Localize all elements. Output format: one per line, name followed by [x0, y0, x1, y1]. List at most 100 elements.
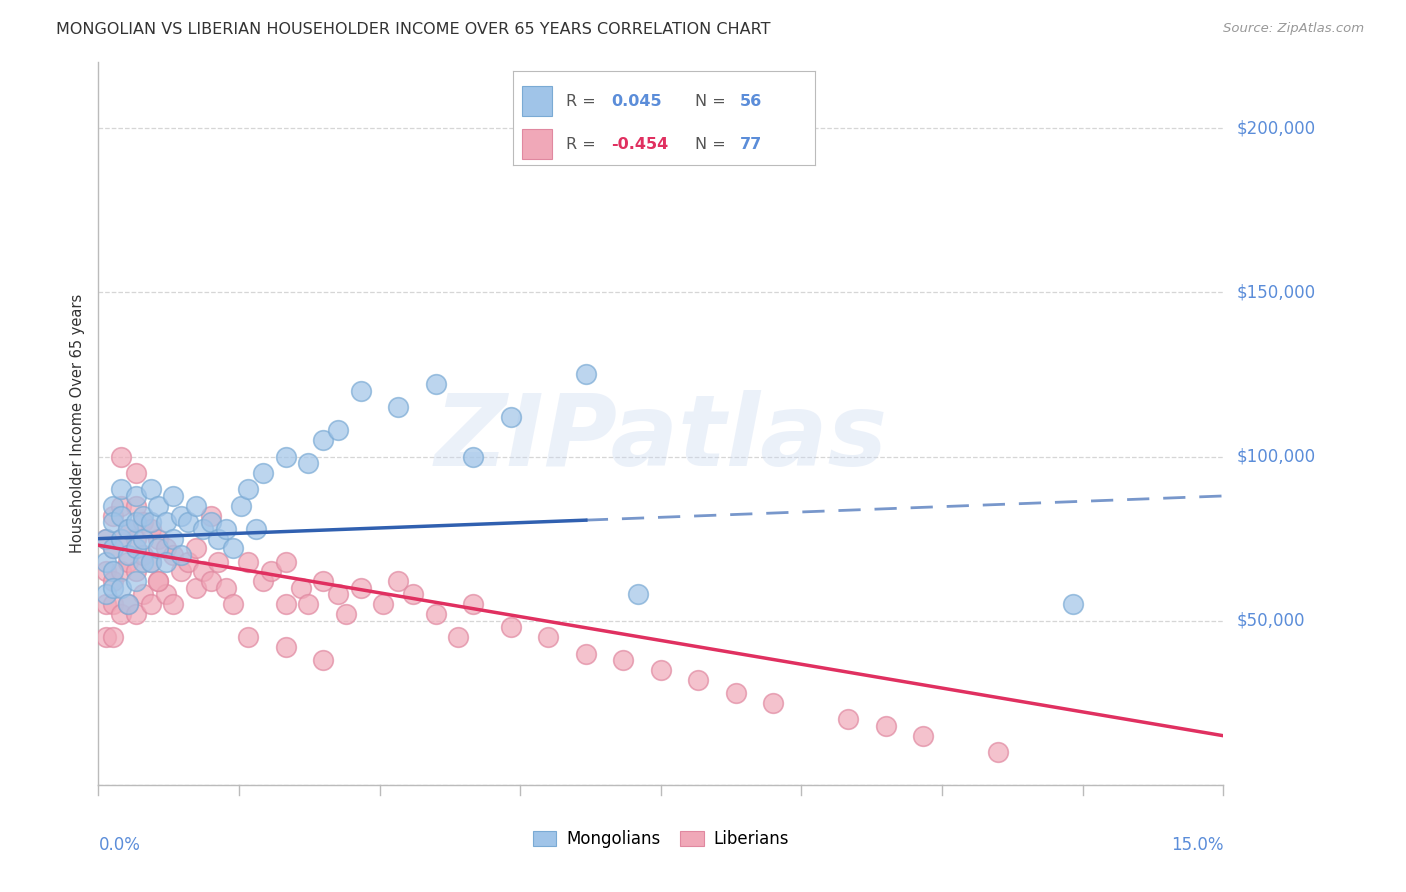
Point — [328, 587, 350, 601]
Text: $100,000: $100,000 — [1237, 448, 1316, 466]
Text: -0.454: -0.454 — [612, 136, 669, 152]
Point — [425, 377, 447, 392]
Point — [125, 565, 148, 579]
Point — [762, 696, 785, 710]
Y-axis label: Householder Income Over 65 years: Householder Income Over 65 years — [70, 294, 86, 553]
Point — [612, 653, 634, 667]
Point — [312, 653, 335, 667]
Point — [252, 574, 274, 589]
Point — [297, 598, 319, 612]
Point — [170, 548, 193, 562]
Point — [110, 450, 132, 464]
Point — [103, 508, 125, 523]
Point — [177, 555, 200, 569]
Point — [103, 499, 125, 513]
Point — [987, 745, 1010, 759]
Point — [274, 450, 297, 464]
Point — [207, 532, 229, 546]
Point — [312, 433, 335, 447]
Point — [912, 729, 935, 743]
Point — [94, 532, 117, 546]
Point — [103, 541, 125, 556]
Point — [94, 598, 117, 612]
Point — [184, 541, 207, 556]
Point — [245, 522, 267, 536]
Point — [162, 532, 184, 546]
Point — [110, 581, 132, 595]
Point — [170, 508, 193, 523]
Point — [103, 541, 125, 556]
Point — [155, 587, 177, 601]
Text: $200,000: $200,000 — [1237, 120, 1316, 137]
Point — [125, 574, 148, 589]
Point — [94, 587, 117, 601]
Point — [688, 673, 710, 687]
Text: 0.045: 0.045 — [612, 94, 662, 109]
Point — [162, 598, 184, 612]
Point — [328, 423, 350, 437]
Point — [627, 587, 650, 601]
Point — [110, 565, 132, 579]
Point — [238, 555, 260, 569]
Text: 15.0%: 15.0% — [1171, 836, 1223, 854]
Text: $150,000: $150,000 — [1237, 284, 1316, 301]
Point — [297, 456, 319, 470]
Point — [148, 574, 170, 589]
Text: R =: R = — [567, 94, 596, 109]
Point — [184, 581, 207, 595]
Text: 77: 77 — [740, 136, 762, 152]
Point — [148, 541, 170, 556]
Point — [132, 532, 155, 546]
Point — [155, 515, 177, 529]
Text: 0.0%: 0.0% — [98, 836, 141, 854]
Point — [139, 555, 162, 569]
Point — [463, 598, 485, 612]
Point — [117, 522, 139, 536]
Point — [499, 410, 522, 425]
Point — [463, 450, 485, 464]
Point — [162, 548, 184, 562]
Point — [103, 574, 125, 589]
Point — [94, 630, 117, 644]
Point — [274, 598, 297, 612]
Point — [125, 466, 148, 480]
Point — [387, 574, 409, 589]
Text: N =: N = — [695, 136, 725, 152]
Point — [94, 532, 117, 546]
Point — [252, 466, 274, 480]
Point — [132, 555, 155, 569]
Point — [222, 598, 245, 612]
Point — [575, 647, 598, 661]
Point — [184, 499, 207, 513]
Point — [193, 565, 215, 579]
Point — [110, 508, 132, 523]
Point — [94, 555, 117, 569]
Point — [387, 401, 409, 415]
Point — [110, 607, 132, 622]
Point — [103, 515, 125, 529]
FancyBboxPatch shape — [522, 129, 553, 160]
Point — [575, 368, 598, 382]
Point — [117, 522, 139, 536]
Point — [117, 598, 139, 612]
Text: ZIPatlas: ZIPatlas — [434, 390, 887, 487]
Text: $50,000: $50,000 — [1237, 612, 1306, 630]
Point — [103, 598, 125, 612]
Point — [117, 598, 139, 612]
Point — [132, 587, 155, 601]
Point — [207, 555, 229, 569]
Point — [350, 581, 373, 595]
Point — [193, 522, 215, 536]
Point — [200, 508, 222, 523]
Point — [103, 565, 125, 579]
Point — [274, 555, 297, 569]
Point — [200, 574, 222, 589]
Point — [103, 581, 125, 595]
Point — [110, 532, 132, 546]
Text: MONGOLIAN VS LIBERIAN HOUSEHOLDER INCOME OVER 65 YEARS CORRELATION CHART: MONGOLIAN VS LIBERIAN HOUSEHOLDER INCOME… — [56, 22, 770, 37]
Legend: Mongolians, Liberians: Mongolians, Liberians — [524, 822, 797, 856]
Point — [155, 541, 177, 556]
Point — [139, 555, 162, 569]
Point — [875, 719, 897, 733]
Point — [215, 581, 238, 595]
